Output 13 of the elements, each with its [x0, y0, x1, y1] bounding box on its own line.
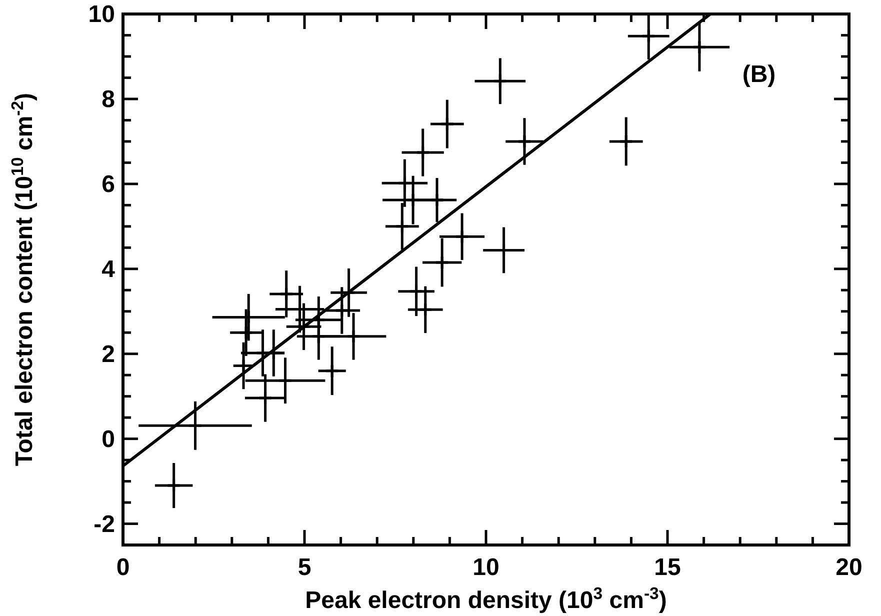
- x-tick-label: 5: [298, 554, 312, 581]
- x-tick-label: 10: [472, 554, 500, 581]
- y-tick-label: 8: [102, 86, 115, 113]
- annotation: (B): [742, 61, 776, 88]
- y-tick-label: 2: [102, 340, 115, 368]
- x-tick-label: 15: [654, 554, 681, 581]
- y-tick-label: -2: [94, 510, 115, 538]
- y-tick-label: 10: [88, 1, 115, 28]
- y-tick-label: 0: [102, 426, 115, 453]
- y-tick-label: 6: [102, 170, 115, 198]
- x-axis-title: Peak electron density (10$^{3}$ cm$^{-3}$): [305, 584, 667, 614]
- y-tick-label: 4: [102, 256, 116, 283]
- x-tick-label: 20: [836, 554, 862, 581]
